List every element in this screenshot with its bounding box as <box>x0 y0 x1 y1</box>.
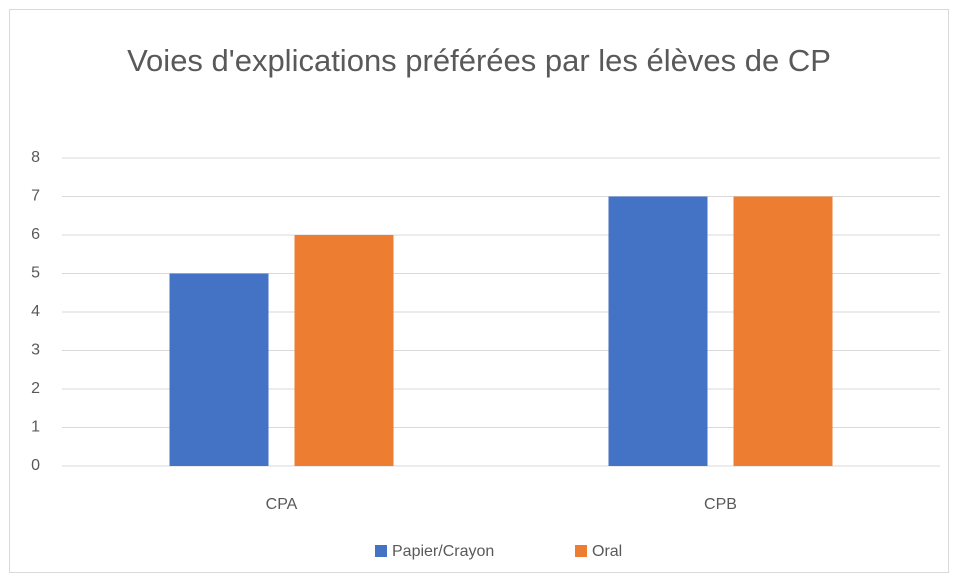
x-tick-label: CPB <box>704 496 737 513</box>
legend-swatch <box>375 545 387 557</box>
x-tick-label: CPA <box>266 496 298 513</box>
bar <box>294 235 394 466</box>
y-tick-label: 3 <box>31 342 40 359</box>
legend-swatch <box>575 545 587 557</box>
chart-title: Voies d'explications préférées par les é… <box>127 43 831 78</box>
y-tick-label: 6 <box>31 226 40 243</box>
y-tick-label: 8 <box>31 149 40 166</box>
bar <box>608 196 708 466</box>
y-tick-label: 0 <box>31 457 40 474</box>
y-tick-label: 7 <box>31 188 40 205</box>
bar <box>733 196 833 466</box>
y-tick-label: 4 <box>31 303 40 320</box>
bar <box>169 273 269 466</box>
y-tick-label: 5 <box>31 265 40 282</box>
y-tick-label: 1 <box>31 419 40 436</box>
legend-label: Oral <box>592 543 622 560</box>
legend-label: Papier/Crayon <box>392 543 494 560</box>
y-tick-label: 2 <box>31 380 40 397</box>
